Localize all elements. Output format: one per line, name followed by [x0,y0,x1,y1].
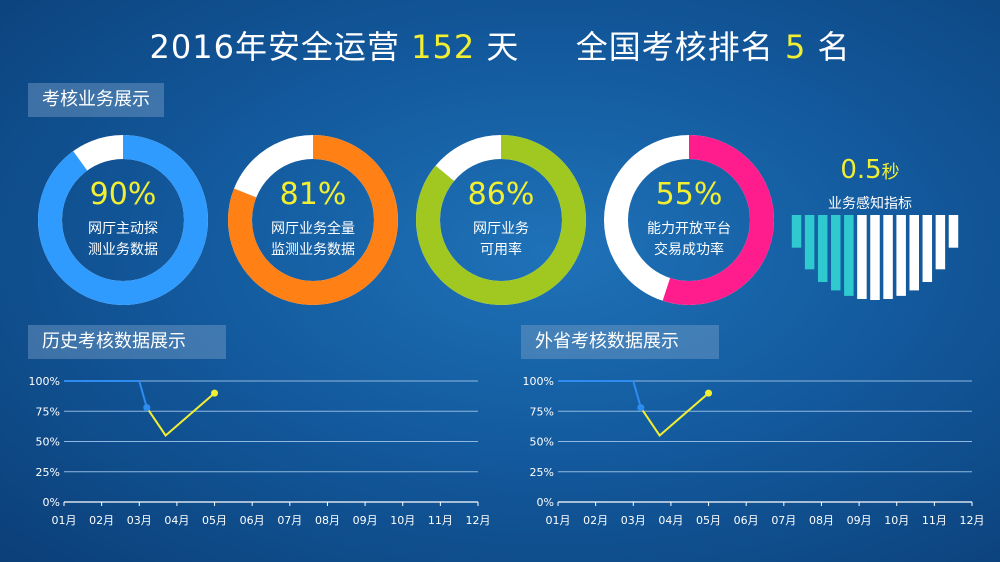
speed-value: 0.5秒 [810,155,930,185]
speed-unit: 秒 [881,162,900,183]
gauge-bar [922,215,933,282]
y-tick-label: 0% [537,496,554,509]
gauge-bar [831,215,841,291]
gauge-bar [870,215,880,300]
gauge-bar [857,215,867,299]
kpi-ring-graphic [38,135,208,305]
province-section-label: 外省考核数据展示 [521,325,719,359]
x-tick-label: 05月 [202,514,227,527]
x-tick-label: 03月 [127,514,152,527]
x-tick-label: 08月 [315,514,340,527]
y-tick-label: 100% [523,375,554,388]
x-tick-label: 07月 [277,514,302,527]
kpi-caption-line2: 测业务数据 [88,242,158,258]
x-tick-label: 02月 [583,514,608,527]
rank-value: 5 [784,28,807,66]
y-tick-label: 0% [43,496,60,509]
x-tick-label: 06月 [240,514,265,527]
x-tick-label: 03月 [621,514,646,527]
kpi-caption-line2: 监测业务数据 [271,242,355,258]
speed-label: 业务感知指标 [828,196,912,212]
x-tick-label: 09月 [353,514,378,527]
x-tick-label: 01月 [546,514,571,527]
kpi-ring-graphic [604,135,774,305]
headline: 2016年安全运营 152 天 全国考核排名 5 名 [0,22,1000,68]
rank-prefix: 全国考核排名 [575,28,774,66]
kpi-ring-monitor: 81% 网厅业务全量 监测业务数据 [228,135,398,305]
gauge-bar [896,215,906,296]
data-point [637,404,645,412]
gauge-bar [909,215,919,291]
x-tick-label: 01月 [52,514,77,527]
series-line [558,380,642,408]
kpi-ring-availability: 86% 网厅业务 可用率 [416,135,586,305]
kpi-ring-graphic [416,135,586,305]
kpi-caption-line1: 网厅业务全量 [271,221,355,237]
series-line [145,392,216,437]
rank-unit: 名 [817,28,851,66]
kpi-value: 90% [89,177,157,212]
x-tick-label: 08月 [809,514,834,527]
x-tick-label: 12月 [466,514,491,527]
x-tick-label: 12月 [960,514,985,527]
kpi-ring-open-platform: 55% 能力开放平台 交易成功率 [604,135,774,305]
x-tick-label: 11月 [922,514,947,527]
data-point [211,389,219,397]
y-tick-label: 50% [530,436,554,449]
x-tick-label: 10月 [390,514,415,527]
headline-prefix: 2016年安全运营 [149,28,400,66]
gauge-bar [935,215,946,270]
kpi-value: 86% [467,177,535,212]
kpi-ring-graphic [228,135,398,305]
series-line [639,392,710,437]
kpi-caption-line1: 网厅主动探 [88,221,158,237]
x-tick-label: 10月 [884,514,909,527]
gauge-bar [844,215,854,296]
y-tick-label: 100% [29,375,60,388]
gauge-bar [791,215,802,248]
data-point [143,404,151,412]
gauge-bar [948,215,959,248]
kpi-caption-line2: 交易成功率 [654,242,724,258]
x-tick-label: 02月 [89,514,114,527]
y-tick-label: 25% [36,466,60,479]
x-tick-label: 09月 [847,514,872,527]
ring-progress-arc [38,135,208,305]
speed-number: 0.5 [840,155,882,185]
kpi-ring-probe: 90% 网厅主动探 测业务数据 [38,135,208,305]
x-tick-label: 04月 [658,514,683,527]
ring-progress-arc [416,135,586,305]
kpi-caption-line2: 可用率 [480,242,522,258]
y-tick-label: 75% [530,405,554,418]
kpi-value: 55% [655,177,723,212]
kpi-value: 81% [279,177,347,212]
gauge-bar [817,215,828,282]
y-tick-label: 50% [36,436,60,449]
kpi-section-label: 考核业务展示 [28,83,164,117]
speed-gauge [791,215,959,300]
ring-progress-arc [228,135,398,305]
data-point [705,389,713,397]
y-tick-label: 75% [36,405,60,418]
safe-days-value: 152 [411,28,476,66]
province-line-chart: 0% 25% 50% 75% 100% 01月 02月 03月 04月 05月 06月 07月 08月 0… [523,375,985,527]
x-tick-label: 11月 [428,514,453,527]
ring-progress-arc [604,135,774,305]
safe-days-unit: 天 [486,28,520,66]
y-tick-label: 25% [530,466,554,479]
gauge-bar [804,215,815,270]
history-line-chart: 0% 25% 50% 75% 100% 01月 02月 03月 04月 05月 06月 07月 08月 0… [29,375,491,527]
kpi-caption-line1: 网厅业务 [473,221,529,237]
x-tick-label: 07月 [771,514,796,527]
x-tick-label: 04月 [164,514,189,527]
gauge-bar [883,215,893,299]
x-tick-label: 06月 [734,514,759,527]
history-section-label: 历史考核数据展示 [28,325,226,359]
x-tick-label: 05月 [696,514,721,527]
series-line [64,380,148,408]
kpi-caption-line1: 能力开放平台 [647,221,731,237]
